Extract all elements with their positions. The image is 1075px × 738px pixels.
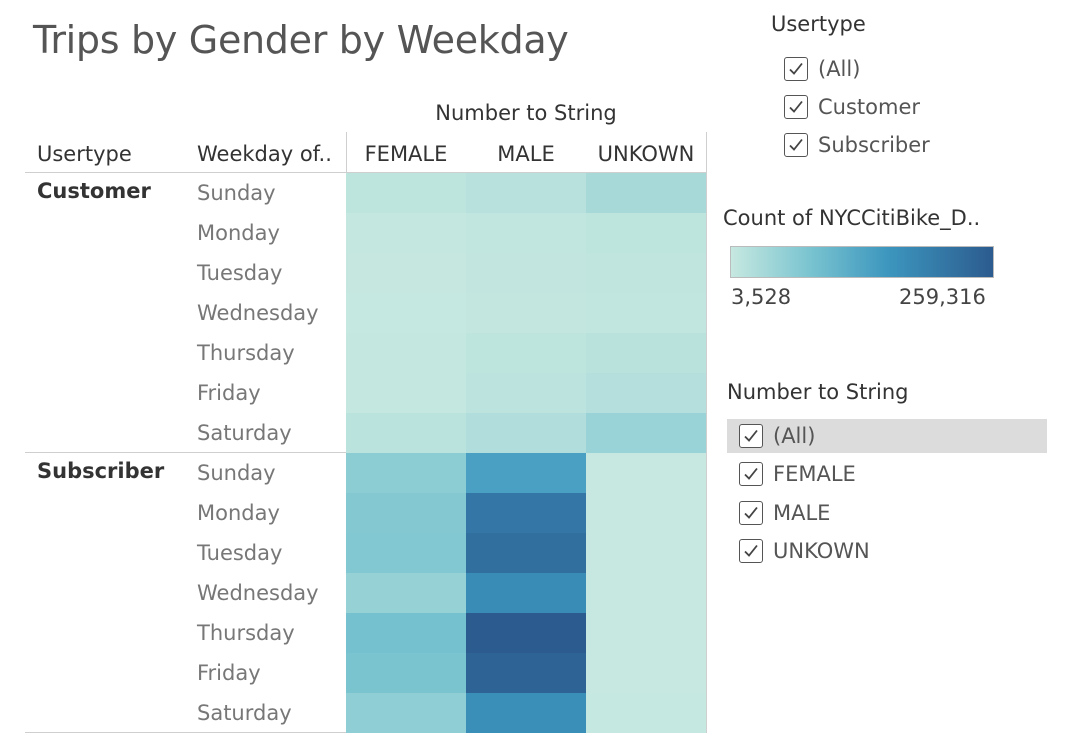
heatmap-cell[interactable] bbox=[466, 373, 586, 413]
group-label-subscriber: Subscriber bbox=[37, 459, 165, 483]
column-group-header: Number to String bbox=[435, 101, 617, 125]
heatmap-cell[interactable] bbox=[586, 653, 706, 693]
heatmap-cell[interactable] bbox=[346, 253, 466, 293]
heatmap-cell[interactable] bbox=[466, 453, 586, 493]
legend-title: Count of NYCCitiBike_D.. bbox=[723, 206, 981, 230]
checkbox-checked-icon[interactable] bbox=[739, 424, 763, 448]
heatmap-cell[interactable] bbox=[586, 573, 706, 613]
heatmap-cell[interactable] bbox=[586, 493, 706, 533]
heatmap-cell[interactable] bbox=[466, 213, 586, 253]
heatmap-cell[interactable] bbox=[586, 453, 706, 493]
heatmap-cell[interactable] bbox=[466, 613, 586, 653]
heatmap-cell[interactable] bbox=[346, 573, 466, 613]
heatmap-cell[interactable] bbox=[466, 413, 586, 453]
heatmap-cell[interactable] bbox=[346, 333, 466, 373]
heatmap-cell[interactable] bbox=[466, 653, 586, 693]
weekday-label: Friday bbox=[197, 381, 261, 405]
heatmap-cell[interactable] bbox=[466, 573, 586, 613]
heatmap-cell[interactable] bbox=[466, 173, 586, 213]
weekday-label: Friday bbox=[197, 661, 261, 685]
gender-option-male[interactable]: MALE bbox=[739, 496, 830, 530]
usertype-option-customer[interactable]: Customer bbox=[784, 90, 920, 124]
usertype-option-subscriber[interactable]: Subscriber bbox=[784, 128, 930, 162]
usertype-option-label: (All) bbox=[818, 57, 861, 81]
heatmap-cell[interactable] bbox=[586, 613, 706, 653]
heatmap-cell[interactable] bbox=[586, 213, 706, 253]
heatmap-right-border bbox=[706, 173, 707, 733]
column-header-female[interactable]: FEMALE bbox=[364, 142, 448, 166]
weekday-label: Monday bbox=[197, 501, 280, 525]
checkbox-checked-icon[interactable] bbox=[739, 539, 763, 563]
header-divider-right bbox=[706, 132, 707, 173]
heatmap-cell[interactable] bbox=[586, 693, 706, 733]
heatmap-cell[interactable] bbox=[466, 293, 586, 333]
heatmap-cell[interactable] bbox=[346, 453, 466, 493]
column-header-male[interactable]: MALE bbox=[497, 142, 555, 166]
usertype-option-label: Customer bbox=[818, 95, 921, 119]
gender-option-all[interactable]: (All) bbox=[727, 419, 1047, 453]
heatmap-cell[interactable] bbox=[346, 173, 466, 213]
column-header-unkown[interactable]: UNKOWN bbox=[597, 142, 695, 166]
checkbox-checked-icon[interactable] bbox=[739, 501, 763, 525]
checkbox-checked-icon[interactable] bbox=[784, 133, 808, 157]
weekday-label: Thursday bbox=[197, 621, 295, 645]
gender-option-female[interactable]: FEMALE bbox=[739, 457, 856, 491]
gender-option-unkown[interactable]: UNKOWN bbox=[739, 534, 870, 568]
heatmap-cell[interactable] bbox=[346, 653, 466, 693]
header-divider-left bbox=[346, 132, 347, 173]
heatmap-cell[interactable] bbox=[586, 373, 706, 413]
heatmap-cell[interactable] bbox=[466, 253, 586, 293]
weekday-label: Sunday bbox=[197, 181, 276, 205]
gender-option-label: UNKOWN bbox=[773, 539, 870, 563]
heatmap-cell[interactable] bbox=[466, 493, 586, 533]
heatmap-cell[interactable] bbox=[586, 413, 706, 453]
checkbox-checked-icon[interactable] bbox=[739, 462, 763, 486]
legend-max-label: 259,316 bbox=[899, 285, 986, 309]
group-label-customer: Customer bbox=[37, 179, 151, 203]
color-legend-bar bbox=[730, 246, 994, 278]
heatmap-cell[interactable] bbox=[586, 333, 706, 373]
weekday-label: Saturday bbox=[197, 421, 292, 445]
chart-title: Trips by Gender by Weekday bbox=[33, 18, 569, 62]
weekday-label: Monday bbox=[197, 221, 280, 245]
heatmap-cell[interactable] bbox=[346, 693, 466, 733]
weekday-label: Sunday bbox=[197, 461, 276, 485]
legend-min-label: 3,528 bbox=[731, 285, 792, 309]
heatmap-cell[interactable] bbox=[346, 213, 466, 253]
heatmap-cell[interactable] bbox=[586, 533, 706, 573]
heatmap-cell[interactable] bbox=[586, 293, 706, 333]
usertype-filter-title: Usertype bbox=[771, 12, 866, 36]
weekday-label: Thursday bbox=[197, 341, 295, 365]
gender-filter-title: Number to String bbox=[727, 380, 909, 404]
gender-option-label: FEMALE bbox=[773, 462, 856, 486]
heatmap-cell[interactable] bbox=[466, 533, 586, 573]
checkbox-checked-icon[interactable] bbox=[784, 95, 808, 119]
heatmap-cell[interactable] bbox=[346, 493, 466, 533]
weekday-label: Tuesday bbox=[197, 261, 283, 285]
weekday-label: Wednesday bbox=[197, 301, 319, 325]
gender-option-label: MALE bbox=[773, 501, 831, 525]
checkbox-checked-icon[interactable] bbox=[784, 57, 808, 81]
row-header-usertype: Usertype bbox=[37, 142, 132, 166]
row-header-weekday: Weekday of.. bbox=[197, 142, 332, 166]
heatmap-cell[interactable] bbox=[466, 333, 586, 373]
weekday-label: Tuesday bbox=[197, 541, 283, 565]
heatmap-cell[interactable] bbox=[586, 173, 706, 213]
heatmap-cell[interactable] bbox=[346, 413, 466, 453]
heatmap-cell[interactable] bbox=[466, 693, 586, 733]
usertype-option-all[interactable]: (All) bbox=[784, 52, 860, 86]
usertype-option-label: Subscriber bbox=[818, 133, 930, 157]
weekday-label: Saturday bbox=[197, 701, 292, 725]
weekday-label: Wednesday bbox=[197, 581, 319, 605]
heatmap-cell[interactable] bbox=[586, 253, 706, 293]
gender-option-label: (All) bbox=[773, 424, 816, 448]
heatmap bbox=[346, 173, 706, 733]
header-underline bbox=[25, 172, 706, 173]
heatmap-cell[interactable] bbox=[346, 373, 466, 413]
heatmap-cell[interactable] bbox=[346, 533, 466, 573]
heatmap-cell[interactable] bbox=[346, 613, 466, 653]
heatmap-cell[interactable] bbox=[346, 293, 466, 333]
